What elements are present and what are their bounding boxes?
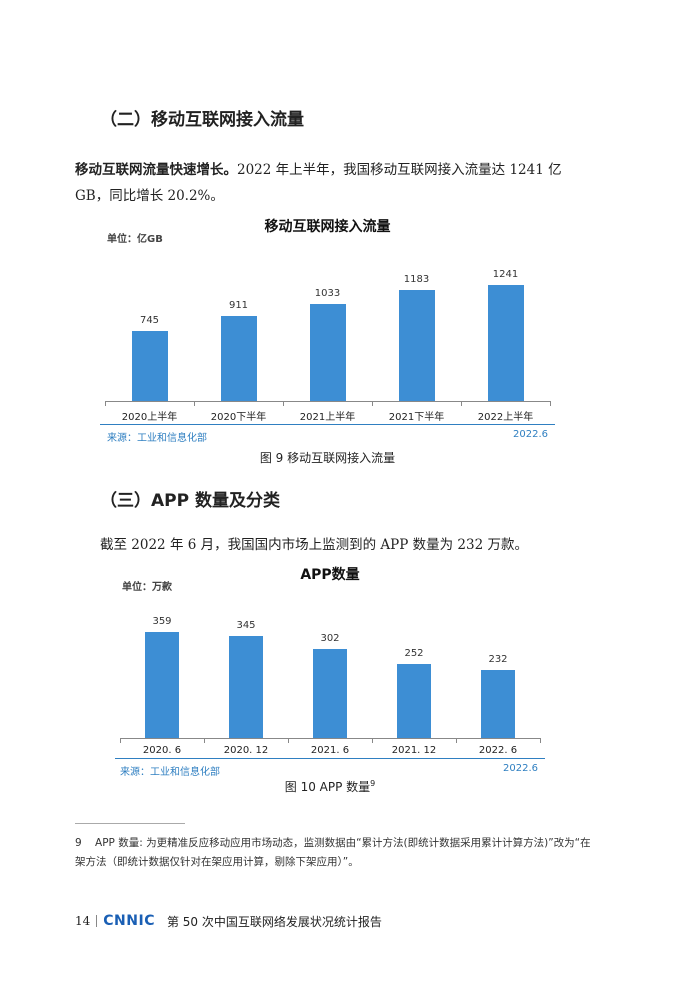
bar <box>397 663 431 738</box>
x-axis-tick <box>194 401 195 406</box>
bar <box>145 632 179 738</box>
chart-date: 2022.6 <box>503 763 538 774</box>
paragraph-lead: 移动互联网流量快速增长。 <box>75 162 237 178</box>
x-axis-tick <box>283 401 284 406</box>
chart-plot-area: 745 2020上半年 911 2020下半年 1033 2021上半年 1183 2021下… <box>95 250 560 425</box>
bar <box>313 648 347 738</box>
category-label: 2021. 6 <box>310 745 350 756</box>
bar <box>481 669 515 738</box>
figure-caption-9: 图 9 移动互联网接入流量 <box>259 451 396 465</box>
category-label: 2020上半年 <box>121 412 178 423</box>
category-label: 2021下半年 <box>388 412 445 423</box>
x-axis-tick <box>105 401 106 406</box>
bar <box>131 331 168 401</box>
category-label: 2020. 12 <box>223 745 269 756</box>
chart-app-count: APP数量 单位：万款 359 2020. 6 345 2020. 12 302 2021… <box>110 562 550 778</box>
x-axis-tick <box>372 401 373 406</box>
category-label: 2021上半年 <box>299 412 356 423</box>
footnote-number: 9 <box>75 837 82 849</box>
paragraph-body: 2022 年上半年，我国移动互联网接入流量达 1241 亿 GB，同比增长 20… <box>75 162 562 204</box>
x-axis-line <box>105 401 550 402</box>
chart-mobile-traffic: 移动互联网接入流量 单位：亿GB 745 2020上半年 911 2020下半年 103… <box>95 210 560 470</box>
bar-value-label: 345 <box>236 620 256 632</box>
bar <box>398 290 435 401</box>
report-title: 第 50 次中国互联网络发展状况统计报告 <box>166 914 382 929</box>
footer-divider <box>96 915 98 927</box>
footnote-ref[interactable]: 9 <box>370 779 376 788</box>
paragraph-app-count: 截至 2022 年 6 月，我国国内市场上监测到的 APP 数量为 232 万款… <box>100 537 528 553</box>
section-heading-mobile-traffic: （二）移动互联网接入流量 <box>100 110 304 130</box>
bar-value-label: 359 <box>152 616 172 628</box>
category-label: 2021. 12 <box>391 745 437 756</box>
footnote-line-2: 架方法（即统计数据仅针对在架应用计算，剔除下架应用）”。 <box>75 856 359 868</box>
category-label: 2022. 6 <box>478 745 518 756</box>
page-number: 14 <box>75 914 91 928</box>
x-axis-tick <box>461 401 462 406</box>
bar-value-label: 232 <box>488 653 508 665</box>
bar-value-label: 1033 <box>314 288 341 300</box>
footnote: 9 APP 数量: 为更精准反应移动应用市场动态，监测数据由“累计方法(即统计数… <box>75 834 605 872</box>
bar-value-label: 1183 <box>403 274 430 286</box>
bar <box>220 315 257 401</box>
chart-title: 移动互联网接入流量 <box>264 219 391 235</box>
bar-value-label: 745 <box>139 315 160 327</box>
chart-source: 来源：工业和信息化部 <box>120 767 220 778</box>
footnote-text: APP 数量: 为更精准反应移动应用市场动态，监测数据由“累计方法(即统计数据采… <box>95 837 591 849</box>
chart-unit: 单位：万款 <box>122 582 172 593</box>
x-axis-tick <box>550 401 551 406</box>
chart-source-divider <box>100 424 555 425</box>
bar-value-label: 252 <box>404 647 424 659</box>
x-axis-tick <box>456 738 457 743</box>
figure-caption-10: 图 10 APP 数量9 <box>110 778 550 795</box>
bar <box>487 284 524 401</box>
x-axis-tick <box>120 738 121 743</box>
page-footer: 14 CNNIC 第 50 次中国互联网络发展状况统计报告 <box>75 912 382 930</box>
chart-title: APP数量 <box>300 567 360 583</box>
x-axis-line <box>120 738 540 739</box>
section-heading-app-count: （三）APP 数量及分类 <box>100 491 280 511</box>
category-label: 2022上半年 <box>477 412 534 423</box>
paragraph-mobile-traffic: 移动互联网流量快速增长。2022 年上半年，我国移动互联网接入流量达 1241 … <box>75 157 595 209</box>
footnote-line-1: 9 APP 数量: 为更精准反应移动应用市场动态，监测数据由“累计方法(即统计数… <box>75 834 605 853</box>
x-axis-tick <box>540 738 541 743</box>
chart-unit: 单位：亿GB <box>107 234 163 245</box>
x-axis-tick <box>288 738 289 743</box>
category-label: 2020下半年 <box>210 412 267 423</box>
chart-source-divider <box>115 758 545 759</box>
footnote-divider <box>75 823 185 824</box>
chart-plot-area: 359 2020. 6 345 2020. 12 302 2021. 6 252 2021. … <box>110 596 550 758</box>
category-label: 2020. 6 <box>142 745 182 756</box>
chart-date: 2022.6 <box>513 429 548 440</box>
bar <box>229 636 263 738</box>
bar-value-label: 911 <box>228 299 249 311</box>
x-axis-tick <box>204 738 205 743</box>
cnnic-logo: CNNIC <box>103 913 155 929</box>
bar-value-label: 1241 <box>492 268 519 280</box>
bar-value-label: 302 <box>320 632 340 644</box>
caption-text: 图 10 APP 数量 <box>284 780 371 794</box>
x-axis-tick <box>372 738 373 743</box>
chart-source: 来源：工业和信息化部 <box>107 433 207 444</box>
bar <box>309 304 346 401</box>
